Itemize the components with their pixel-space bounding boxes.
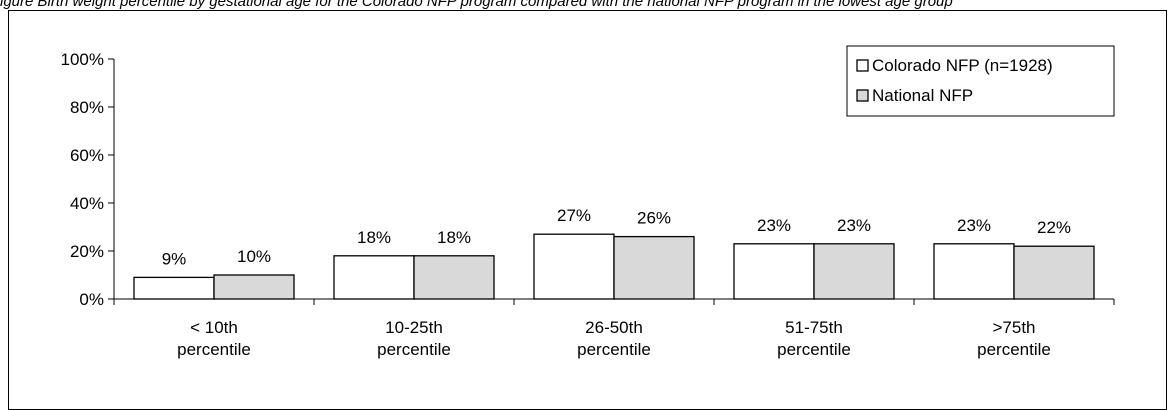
y-tick-label: 20% <box>70 242 104 261</box>
legend: Colorado NFP (n=1928) National NFP <box>846 45 1115 117</box>
bar <box>213 274 295 300</box>
bar <box>413 255 495 300</box>
data-label: 10% <box>237 247 271 266</box>
data-label: 23% <box>837 216 871 235</box>
x-tick-label: percentile <box>977 340 1051 359</box>
legend-swatch <box>856 59 869 72</box>
x-tick-label: 10-25th <box>385 318 443 337</box>
y-tick-label: 0% <box>79 290 104 309</box>
figure-caption: igure Birth weight percentile by gestati… <box>0 0 953 10</box>
legend-label: Colorado NFP (n=1928) <box>872 56 1053 75</box>
y-tick-label: 100% <box>61 50 104 69</box>
x-tick-label: 51-75th <box>785 318 843 337</box>
bar <box>933 243 1015 300</box>
legend-swatch <box>856 89 869 102</box>
data-label: 23% <box>957 216 991 235</box>
x-tick-label: >75th <box>992 318 1035 337</box>
bars: 9% 18% 27% 23% 23% 10% 18% 26% 23% 22% <box>133 206 1095 300</box>
data-label: 27% <box>557 206 591 225</box>
bar <box>1013 245 1095 300</box>
x-tick-label: percentile <box>777 340 851 359</box>
y-tick-label: 40% <box>70 194 104 213</box>
x-tick-label: 26-50th <box>585 318 643 337</box>
y-tick-label: 80% <box>70 98 104 117</box>
data-label: 18% <box>357 228 391 247</box>
data-label: 22% <box>1037 218 1071 237</box>
x-tick-label: < 10th <box>190 318 238 337</box>
data-label: 9% <box>162 249 187 268</box>
data-label: 23% <box>757 216 791 235</box>
x-tick-label: percentile <box>577 340 651 359</box>
bar <box>813 243 895 300</box>
bar <box>733 243 815 300</box>
data-label: 26% <box>637 209 671 228</box>
bar <box>133 276 215 300</box>
bar <box>533 233 615 300</box>
y-tick-label: 60% <box>70 146 104 165</box>
x-tick-label: percentile <box>377 340 451 359</box>
axes: 0% 20% 40% 60% 80% 100% < 10th percentile 10-25t… <box>61 50 1115 359</box>
legend-label: National NFP <box>872 86 973 105</box>
data-label: 18% <box>437 228 471 247</box>
x-tick-label: percentile <box>177 340 251 359</box>
bar <box>333 255 415 300</box>
bar <box>613 235 695 300</box>
legend-box <box>846 45 1115 117</box>
